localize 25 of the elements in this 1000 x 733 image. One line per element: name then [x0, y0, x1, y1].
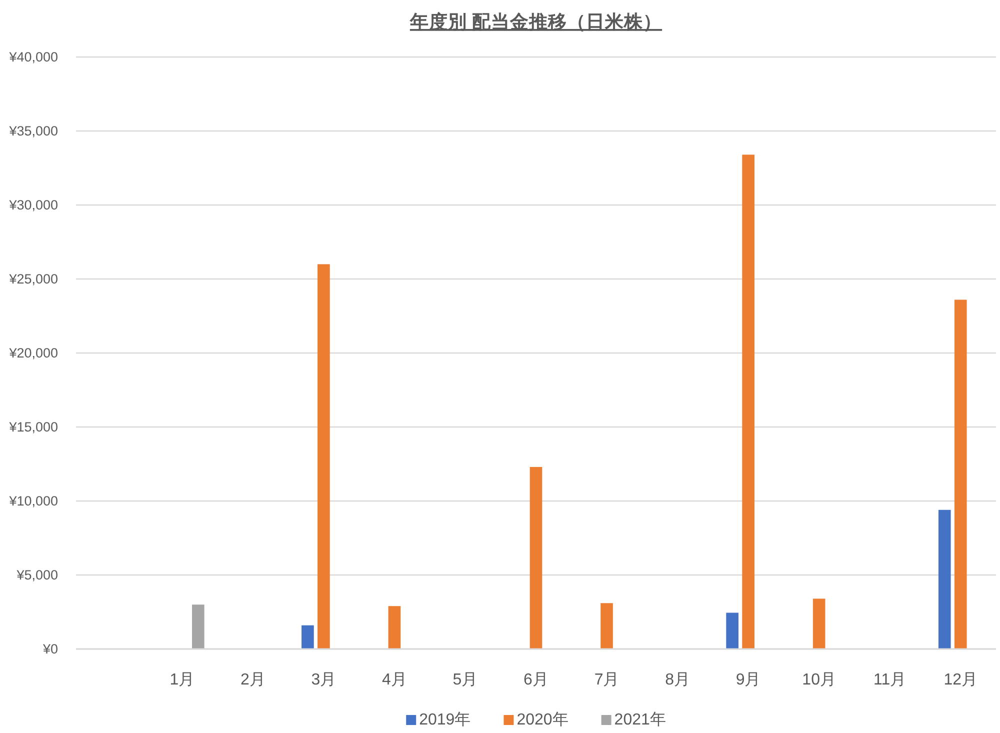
x-tick-label: 1月	[170, 672, 195, 688]
y-tick-label: ¥25,000	[8, 272, 58, 286]
y-tick-label: ¥5,000	[16, 568, 58, 582]
y-tick-label: ¥10,000	[8, 494, 58, 508]
x-tick-label: 12月	[944, 672, 978, 688]
x-tick-label: 10月	[802, 672, 836, 688]
x-tick-label: 11月	[874, 672, 906, 688]
y-tick-label: ¥40,000	[8, 50, 58, 64]
x-tick-label: 8月	[665, 672, 690, 688]
x-tick-label: 9月	[736, 672, 761, 688]
y-tick-label: ¥15,000	[8, 420, 58, 434]
legend-label: 2021年	[614, 712, 666, 728]
chart-title: 年度別 配当金推移（日米株）	[408, 11, 662, 32]
legend-label: 2020年	[516, 712, 568, 728]
x-tick-label: 6月	[524, 672, 548, 688]
y-tick-label: ¥30,000	[8, 198, 58, 212]
x-tick-label: 7月	[594, 672, 620, 688]
y-tick-label: ¥35,000	[8, 124, 58, 138]
y-tick-label: ¥20,000	[8, 346, 58, 360]
x-tick-label: 3月	[311, 672, 336, 688]
y-tick-label: ¥0	[42, 642, 58, 656]
x-tick-label: 2月	[240, 672, 266, 688]
legend-label: 2019年	[419, 712, 471, 728]
x-tick-label: 5月	[452, 672, 478, 688]
x-tick-label: 4月	[382, 672, 407, 688]
